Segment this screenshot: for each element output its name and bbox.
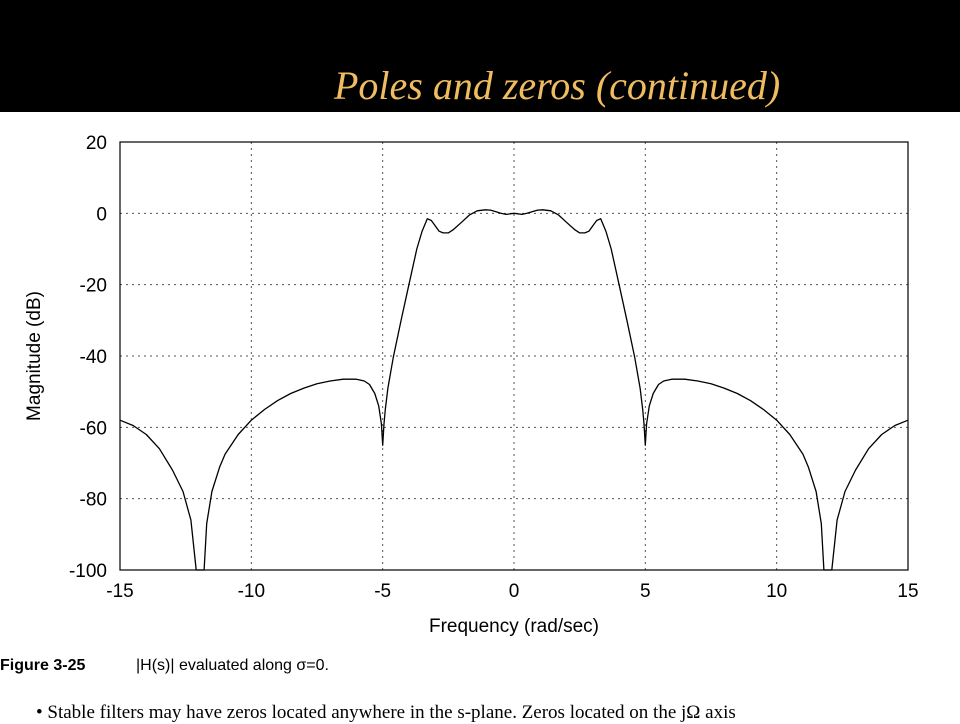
figure-caption-text: |H(s)| evaluated along σ=0. [136,657,329,674]
series-line [119,209,909,571]
y-tick-label: 0 [96,204,107,225]
figure-caption-label: Figure 3-25 [0,657,86,674]
grid-lines [120,142,908,570]
x-axis-ticks: -15 -10 -5 0 5 10 15 [106,581,918,602]
x-tick-label: -10 [238,581,265,602]
x-tick-label: -15 [106,581,133,602]
x-tick-label: 5 [640,581,651,602]
y-tick-label: -20 [80,276,107,297]
y-axis-ticks: 20 0 -20 -40 -60 -80 -100 [69,133,107,582]
y-tick-label: 20 [86,133,107,154]
y-tick-label: -80 [80,490,107,511]
x-tick-label: -5 [374,581,391,602]
y-tick-label: -60 [80,418,107,439]
figure-caption: Figure 3-25 |H(s)| evaluated along σ=0. [0,657,960,683]
bullet-text: • Stable filters may have zeros located … [36,702,736,723]
y-tick-label: -100 [69,561,107,582]
plot-area-frame [119,141,909,571]
slide-header: Poles and zeros (continued) [0,0,960,112]
x-axis-label: Frequency (rad/sec) [429,616,599,637]
y-axis-label: Magnitude (dB) [24,291,45,421]
y-tick-label: -40 [80,347,107,368]
x-tick-label: 10 [766,581,787,602]
slide-title: Poles and zeros (continued) [334,63,781,108]
x-tick-label: 15 [897,581,918,602]
magnitude-response-chart: -15 -10 -5 0 5 10 15 20 0 -20 -40 -60 -80 -100 Frequ… [24,133,919,637]
x-tick-label: 0 [509,581,520,602]
